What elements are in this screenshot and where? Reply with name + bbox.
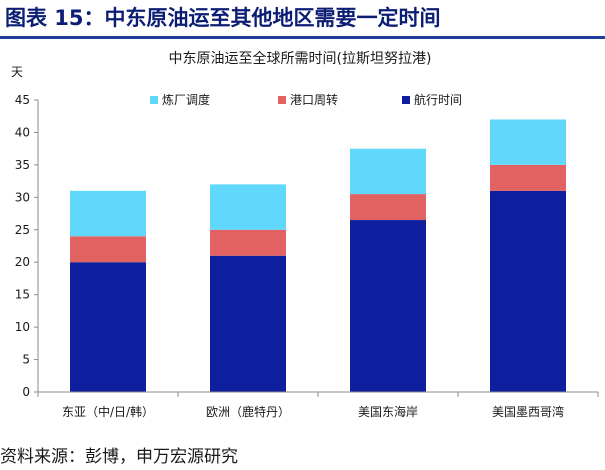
y-tick-label: 45 — [15, 93, 30, 107]
chart-area: 中东原油运至全球所需时间(拉斯坦努拉港) 天 炼厂调度 港口周转 航行时间 0 5 10… — [0, 42, 605, 432]
chart-legend: 炼厂调度 港口周转 航行时间 — [150, 92, 462, 107]
y-axis-unit-label: 天 — [11, 65, 23, 79]
y-tick-label: 30 — [15, 190, 30, 204]
legend-swatch — [150, 96, 158, 104]
figure-header: 图表 15：中东原油运至其他地区需要一定时间 — [0, 0, 605, 40]
bar-segment — [70, 236, 146, 263]
bar-segment — [70, 262, 146, 392]
y-tick-label: 5 — [22, 353, 30, 367]
y-axis: 0 5 10 15 20 25 30 35 40 45 — [15, 93, 39, 399]
bar-segment — [350, 194, 426, 221]
x-axis: 东亚（中/日/韩） 欧洲（鹿特丹） 美国东海岸 美国墨西哥湾 — [37, 391, 599, 419]
x-tick-label: 东亚（中/日/韩） — [62, 404, 154, 419]
y-tick-label: 10 — [15, 320, 30, 334]
figure-title: 图表 15：中东原油运至其他地区需要一定时间 — [5, 6, 441, 30]
y-tick-label: 0 — [22, 385, 30, 399]
bar-segment — [490, 119, 566, 165]
stacked-bar-chart: 中东原油运至全球所需时间(拉斯坦努拉港) 天 炼厂调度 港口周转 航行时间 0 5 10… — [11, 50, 599, 419]
bars-group — [70, 119, 566, 392]
bar-segment — [350, 220, 426, 392]
legend-label: 炼厂调度 — [162, 92, 210, 107]
y-tick-label: 15 — [15, 288, 30, 302]
title-rule — [0, 36, 605, 39]
y-tick-label: 40 — [15, 125, 30, 139]
bar-segment — [210, 255, 286, 392]
source-note: 资料来源：彭博，申万宏源研究 — [0, 447, 238, 467]
bar-segment — [70, 190, 146, 237]
x-tick-label: 欧洲（鹿特丹） — [206, 404, 290, 419]
x-tick-label: 美国墨西哥湾 — [492, 404, 564, 419]
legend-label: 港口周转 — [290, 92, 338, 107]
y-tick-label: 20 — [15, 255, 30, 269]
bar-segment — [490, 164, 566, 191]
bar-segment — [490, 190, 566, 392]
legend-swatch — [402, 96, 410, 104]
legend-label: 航行时间 — [414, 92, 462, 107]
bar-segment — [350, 148, 426, 195]
y-tick-label: 35 — [15, 158, 30, 172]
bar-segment — [210, 184, 286, 230]
bar-segment — [210, 229, 286, 256]
chart-title: 中东原油运至全球所需时间(拉斯坦努拉港) — [169, 50, 432, 67]
x-tick-label: 美国东海岸 — [358, 404, 418, 419]
legend-swatch — [278, 96, 286, 104]
y-tick-label: 25 — [15, 223, 30, 237]
